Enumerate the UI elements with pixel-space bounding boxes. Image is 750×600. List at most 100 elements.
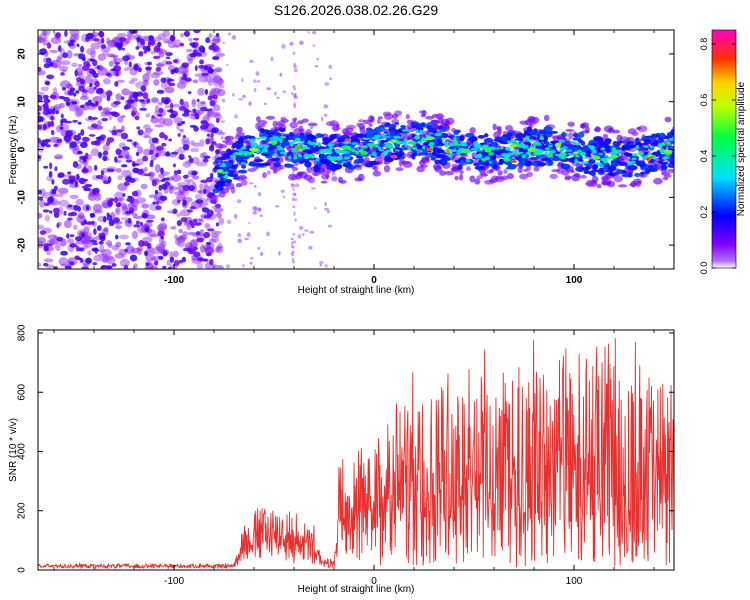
- heatmap-cell: [89, 212, 96, 218]
- heatmap-cell: [362, 137, 371, 140]
- heatmap-cell: [266, 87, 272, 91]
- heatmap-cell: [573, 173, 581, 178]
- heatmap-cell: [586, 179, 595, 187]
- heatmap-cell: [91, 190, 100, 195]
- heatmap-cell: [135, 220, 141, 225]
- heatmap-cell: [125, 159, 133, 163]
- heatmap-cell: [238, 174, 247, 180]
- heatmap-cell: [208, 238, 217, 243]
- heatmap-cell: [354, 177, 363, 182]
- heatmap-cell: [209, 99, 216, 107]
- heatmap-cell: [292, 51, 296, 55]
- heatmap-cell: [244, 237, 249, 241]
- heatmap-cell: [198, 64, 205, 69]
- heatmap-cell: [55, 32, 62, 38]
- heatmap-cell: [226, 63, 229, 67]
- heatmap-cell: [616, 134, 623, 142]
- heatmap-cell: [238, 98, 244, 101]
- heatmap-cell: [241, 164, 247, 169]
- heatmap-cell: [438, 153, 448, 158]
- heatmap-cell: [57, 206, 64, 215]
- heatmap-cell: [422, 146, 426, 150]
- heatmap-cell: [50, 129, 55, 136]
- heatmap-cell: [128, 61, 132, 68]
- heatmap-cell: [228, 174, 236, 177]
- heatmap-cell: [195, 231, 201, 236]
- heatmap-cell: [312, 44, 316, 47]
- heatmap-cell: [329, 120, 339, 127]
- heatmap-cell: [43, 202, 50, 207]
- heatmap-cell: [56, 236, 64, 242]
- heatmap-cell: [288, 132, 295, 137]
- heatmap-cell: [208, 33, 213, 39]
- heatmap-cell: [528, 119, 537, 126]
- heatmap-cell: [390, 130, 396, 136]
- heatmap-cell: [656, 139, 663, 143]
- heatmap-cell: [368, 160, 379, 166]
- heatmap-cell: [145, 66, 152, 71]
- heatmap-cell: [393, 135, 401, 139]
- heatmap-cell: [248, 138, 256, 143]
- heatmap-cell: [445, 117, 455, 125]
- heatmap-cell: [63, 219, 72, 229]
- heatmap-cell: [136, 36, 142, 43]
- heatmap-cell: [214, 203, 221, 208]
- heatmap-cell: [270, 158, 281, 162]
- heatmap-cell: [90, 116, 98, 120]
- heatmap-cell: [237, 137, 244, 144]
- snr-series-line: [38, 337, 674, 570]
- heatmap-cell: [218, 47, 221, 50]
- heatmap-cell: [334, 148, 343, 154]
- heatmap-cell: [42, 94, 49, 100]
- heatmap-cell: [376, 118, 382, 125]
- y-tick-label: 800: [17, 324, 28, 341]
- heatmap-cell: [355, 155, 363, 159]
- heatmap-cell: [161, 59, 169, 66]
- heatmap-cell: [193, 30, 201, 34]
- heatmap-cell: [566, 138, 571, 141]
- heatmap-cell: [574, 158, 578, 164]
- heatmap-cell: [325, 171, 330, 179]
- heatmap-cell: [139, 38, 145, 45]
- heatmap-cell: [290, 251, 295, 257]
- heatmap-cell: [504, 161, 511, 165]
- heatmap-cell: [591, 175, 599, 183]
- heatmap-cell: [98, 151, 102, 159]
- heatmap-cell: [55, 110, 59, 115]
- heatmap-cell: [54, 155, 63, 159]
- heatmap-cell: [299, 132, 305, 137]
- heatmap-cell: [497, 129, 502, 135]
- heatmap-cell: [379, 139, 389, 143]
- heatmap-cell: [405, 114, 410, 120]
- heatmap-cell: [106, 39, 117, 48]
- heatmap-cell: [148, 194, 157, 199]
- heatmap-cell: [315, 157, 320, 162]
- heatmap-cell: [51, 59, 62, 69]
- heatmap-cell: [38, 66, 42, 72]
- heatmap-cell: [209, 258, 214, 266]
- heatmap-cell: [612, 141, 618, 146]
- heatmap-cell: [286, 164, 295, 168]
- snr-panel: -100 0 100 0 200 400 600 800 Height of straight…: [8, 324, 675, 595]
- heatmap-cell: [293, 62, 296, 67]
- heatmap-cell: [158, 107, 164, 114]
- heatmap-cell: [131, 190, 139, 197]
- heatmap-cell: [496, 125, 502, 131]
- heatmap-cell: [289, 141, 296, 144]
- heatmap-cell: [279, 151, 288, 155]
- heatmap-cell: [85, 221, 93, 225]
- heatmap-cell: [76, 43, 80, 47]
- heatmap-cell: [221, 98, 226, 103]
- heatmap-cell: [256, 80, 261, 83]
- heatmap-cell: [145, 254, 156, 262]
- heatmap-cell: [599, 167, 604, 173]
- heatmap-cell: [213, 112, 219, 118]
- heatmap-cell: [383, 165, 391, 173]
- heatmap-cell: [324, 113, 328, 117]
- heatmap-cell: [71, 62, 78, 68]
- heatmap-cell: [595, 144, 604, 148]
- heatmap-cell: [49, 238, 60, 245]
- heatmap-cell: [173, 170, 178, 176]
- heatmap-cell: [318, 148, 324, 153]
- heatmap-cell: [511, 149, 519, 154]
